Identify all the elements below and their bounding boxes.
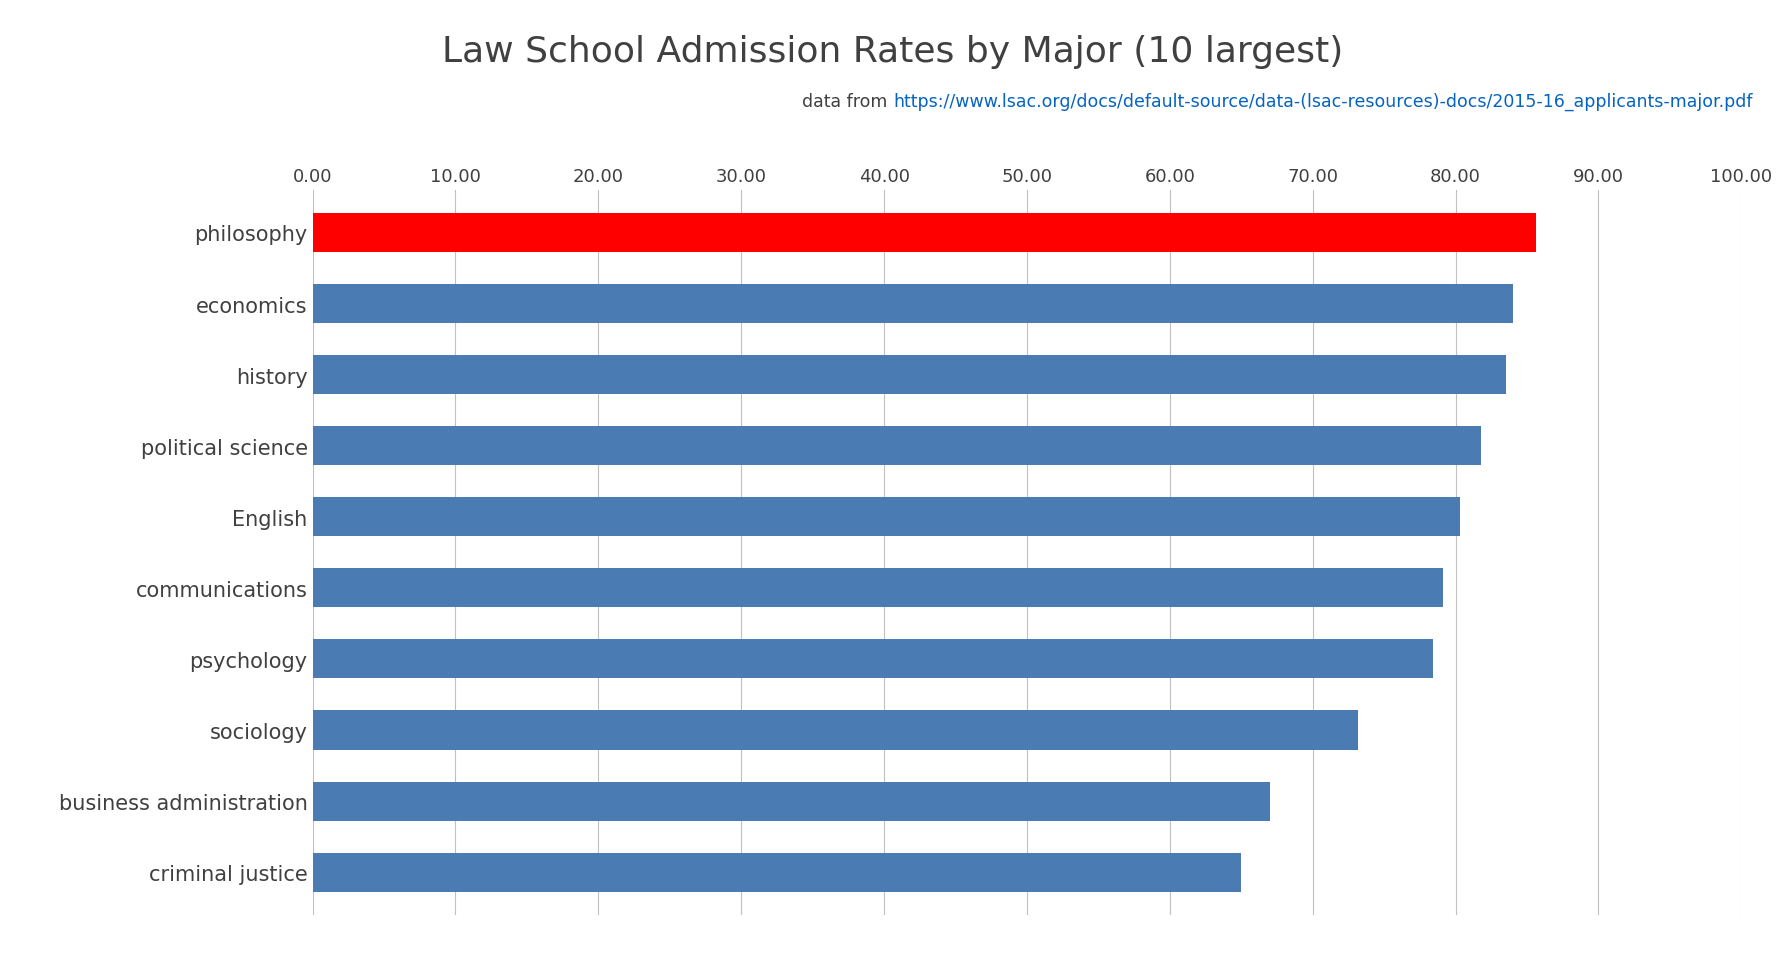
Bar <box>313 427 1481 466</box>
Bar <box>313 781 1270 821</box>
Text: Law School Admission Rates by Major (10 largest): Law School Admission Rates by Major (10 … <box>443 35 1343 70</box>
Bar <box>313 853 1241 892</box>
Bar <box>313 639 1432 679</box>
Bar <box>313 355 1506 395</box>
Bar <box>313 569 1443 608</box>
Text: https://www.lsac.org/docs/default-source/data-(lsac-resources)-docs/2015-16_appl: https://www.lsac.org/docs/default-source… <box>893 92 1752 112</box>
Text: data from: data from <box>802 93 893 111</box>
Bar <box>313 497 1459 537</box>
Bar <box>313 711 1359 750</box>
Bar <box>313 213 1536 253</box>
Bar <box>313 285 1513 324</box>
